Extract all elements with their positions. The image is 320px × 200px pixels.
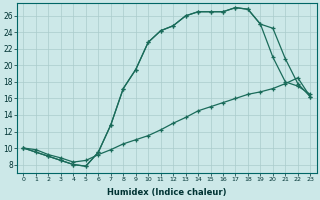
X-axis label: Humidex (Indice chaleur): Humidex (Indice chaleur) [107, 188, 227, 197]
